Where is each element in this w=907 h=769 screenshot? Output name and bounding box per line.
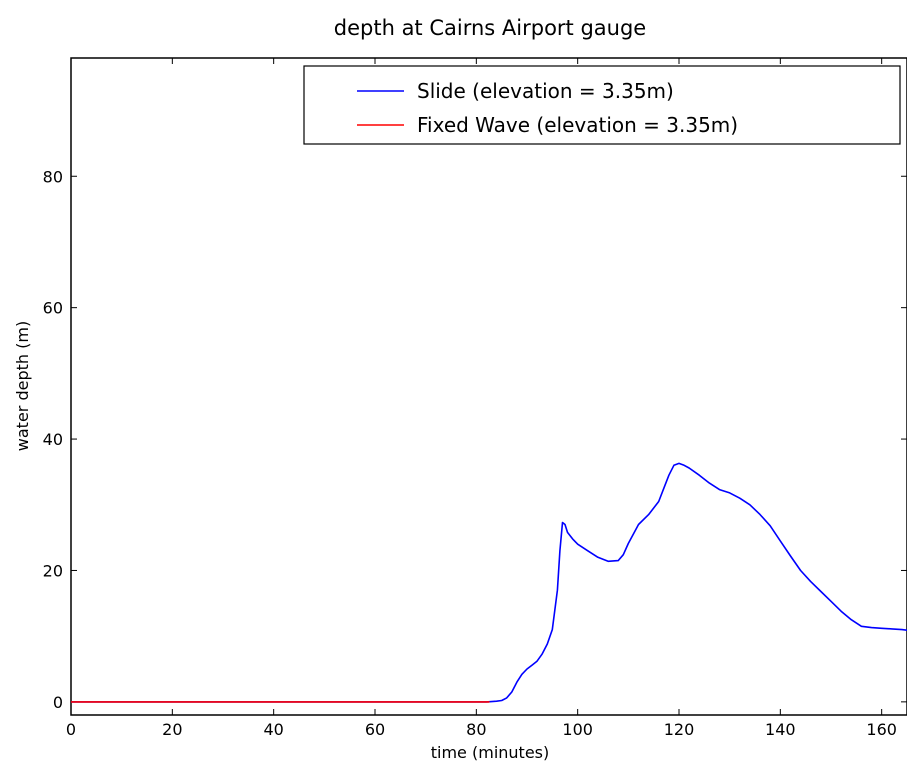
legend-box <box>303 65 901 145</box>
y-axis-label: water depth (m) <box>13 321 32 451</box>
x-tick-label: 100 <box>562 720 593 739</box>
legend: Slide (elevation = 3.35m) Fixed Wave (el… <box>303 65 901 145</box>
y-tick-label: 40 <box>43 430 63 449</box>
x-tick-label: 20 <box>162 720 182 739</box>
chart-title: depth at Cairns Airport gauge <box>334 16 646 40</box>
axis-ticks: 0 20 40 60 80 100 120 140 160 0 20 40 60 80 <box>43 58 907 739</box>
legend-label-fixed-wave: Fixed Wave (elevation = 3.35m) <box>417 113 738 137</box>
plot-frame <box>70 57 907 716</box>
x-tick-label: 40 <box>263 720 283 739</box>
x-tick-label: 60 <box>365 720 385 739</box>
series-layer <box>71 462 907 703</box>
x-tick-label: 80 <box>466 720 486 739</box>
legend-label-slide: Slide (elevation = 3.35m) <box>417 79 674 103</box>
series-line-0 <box>71 462 907 703</box>
y-tick-label: 0 <box>53 693 63 712</box>
x-axis-label: time (minutes) <box>431 743 549 762</box>
x-tick-label: 140 <box>765 720 796 739</box>
y-tick-label: 20 <box>43 561 63 580</box>
y-tick-label: 60 <box>43 299 63 318</box>
x-tick-label: 120 <box>664 720 695 739</box>
x-tick-label: 160 <box>866 720 897 739</box>
y-tick-label: 80 <box>43 167 63 186</box>
x-tick-label: 0 <box>66 720 76 739</box>
